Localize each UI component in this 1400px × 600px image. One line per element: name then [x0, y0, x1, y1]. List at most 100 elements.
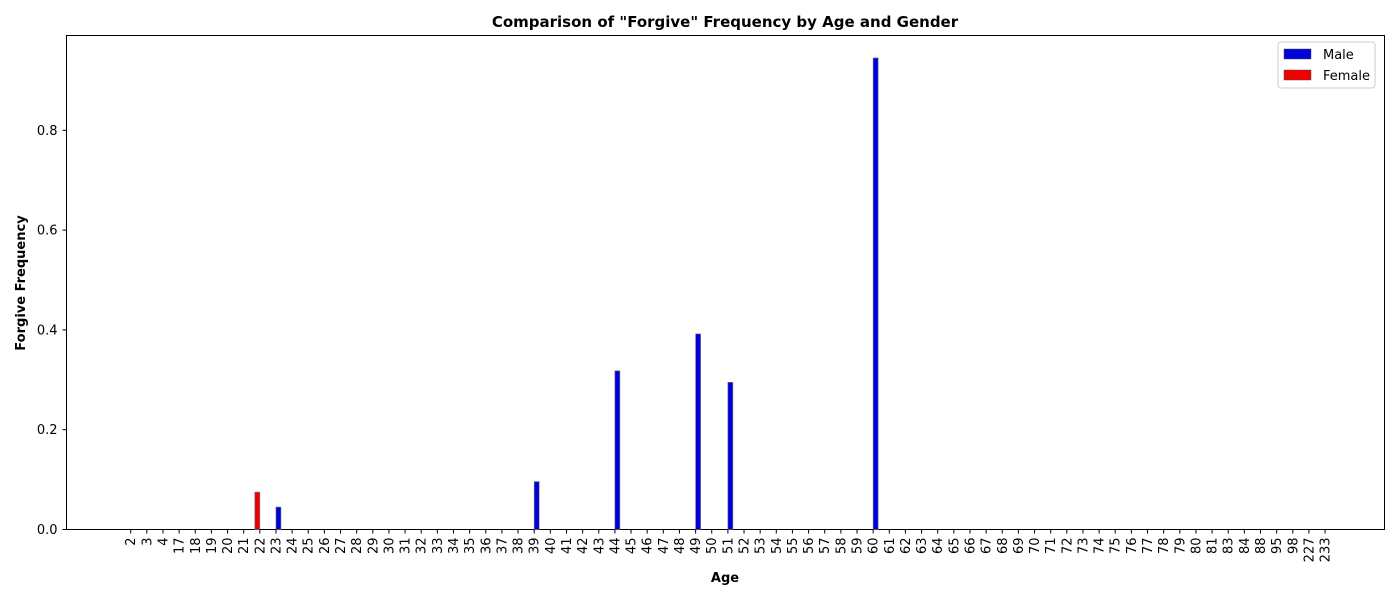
x-tick-label: 32	[415, 538, 430, 555]
x-tick-label: 74	[1093, 538, 1108, 555]
x-tick-label: 40	[544, 538, 559, 555]
x-tick-label: 83	[1222, 538, 1237, 555]
x-tick-label: 81	[1206, 538, 1221, 555]
x-tick-label: 58	[834, 538, 849, 555]
x-tick-label: 55	[786, 538, 801, 555]
x-tick-label: 80	[1189, 538, 1204, 555]
bar-male-49	[695, 333, 701, 530]
bar-male-39	[533, 481, 540, 530]
legend: Male Female	[1277, 41, 1376, 89]
x-tick-label: 45	[625, 538, 640, 555]
bar-male-23	[275, 506, 282, 530]
x-tick-label: 66	[963, 538, 978, 555]
legend-label-female: Female	[1323, 69, 1370, 84]
x-tick-label: 72	[1060, 538, 1075, 555]
x-tick-label: 95	[1270, 538, 1285, 555]
x-tick-label: 25	[302, 538, 317, 555]
bar-female-22	[254, 491, 261, 530]
chart-title: Comparison of "Forgive" Frequency by Age…	[492, 13, 959, 31]
x-tick-label: 3	[140, 538, 155, 546]
y-axis: 0.0 0.2 0.4 0.6 0.8	[37, 124, 67, 538]
x-tick-label: 2	[124, 538, 139, 546]
x-tick-label: 68	[996, 538, 1011, 555]
x-tick-label: 227	[1302, 538, 1317, 563]
x-tick-label: 20	[221, 538, 236, 555]
legend-label-male: Male	[1323, 48, 1354, 63]
x-tick-label: 35	[463, 538, 478, 555]
bar-male-60	[872, 57, 879, 530]
x-tick-label: 23	[269, 538, 284, 555]
x-tick-label: 31	[399, 538, 414, 555]
y-tick-label: 0.2	[37, 423, 58, 438]
x-tick-label: 71	[1044, 538, 1059, 555]
x-tick-label: 19	[205, 538, 220, 555]
x-tick-label: 62	[899, 538, 914, 555]
x-tick-label: 77	[1141, 538, 1156, 555]
x-tick-label: 54	[770, 538, 785, 555]
x-tick-label: 76	[1125, 538, 1140, 555]
x-tick-label: 38	[512, 538, 527, 555]
x-tick-label: 42	[576, 538, 591, 555]
legend-swatch-female	[1283, 69, 1312, 81]
y-tick-label: 0.4	[37, 323, 58, 338]
legend-swatch-male	[1283, 48, 1312, 60]
x-tick-label: 57	[818, 538, 833, 555]
x-tick-label: 69	[1012, 538, 1027, 555]
x-tick-label: 56	[802, 538, 817, 555]
x-tick-label: 37	[495, 538, 510, 555]
x-tick-label: 33	[431, 538, 446, 555]
x-tick-label: 17	[173, 538, 188, 555]
y-tick-label: 0.0	[37, 523, 58, 538]
x-tick-label: 4	[156, 538, 171, 546]
x-tick-label: 52	[738, 538, 753, 555]
x-tick-label: 39	[528, 538, 543, 555]
x-tick-label: 30	[382, 538, 397, 555]
x-tick-label: 48	[673, 538, 688, 555]
x-tick-label: 73	[1076, 538, 1091, 555]
bars-group	[254, 57, 879, 530]
x-axis: 2 3 4 17 18 19 20 21 22 23 24 25 26 27 28 29 30 31 32 33 34 3…	[124, 529, 1334, 563]
x-tick-label: 47	[657, 538, 672, 555]
x-tick-label: 65	[947, 538, 962, 555]
x-tick-label: 21	[237, 538, 252, 555]
bar-male-44	[614, 370, 621, 530]
x-tick-label: 78	[1157, 538, 1172, 555]
x-axis-title: Age	[711, 571, 739, 586]
x-tick-label: 233	[1319, 538, 1334, 563]
x-tick-label: 28	[350, 538, 365, 555]
x-tick-label: 59	[851, 538, 866, 555]
x-tick-label: 41	[560, 538, 575, 555]
x-tick-label: 43	[592, 538, 607, 555]
x-tick-label: 64	[931, 538, 946, 555]
x-tick-label: 27	[334, 538, 349, 555]
x-tick-label: 50	[705, 538, 720, 555]
x-tick-label: 44	[608, 538, 623, 555]
x-tick-label: 36	[479, 538, 494, 555]
x-tick-label: 51	[721, 538, 736, 555]
x-tick-label: 29	[366, 538, 381, 555]
x-tick-label: 34	[447, 538, 462, 555]
x-tick-label: 79	[1173, 538, 1188, 555]
x-tick-label: 26	[318, 538, 333, 555]
plot-area	[66, 35, 1385, 530]
x-tick-label: 22	[253, 538, 268, 555]
x-tick-label: 49	[689, 538, 704, 555]
x-tick-label: 70	[1028, 538, 1043, 555]
y-tick-label: 0.6	[37, 224, 58, 239]
y-tick-label: 0.8	[37, 124, 58, 139]
x-tick-label: 24	[286, 538, 301, 555]
x-tick-label: 46	[641, 538, 656, 555]
x-tick-label: 75	[1109, 538, 1124, 555]
x-tick-label: 88	[1254, 538, 1269, 555]
y-axis-title: Forgive Frequency	[14, 215, 29, 351]
x-tick-label: 98	[1286, 538, 1301, 555]
x-tick-label: 61	[883, 538, 898, 555]
x-tick-label: 63	[915, 538, 930, 555]
x-tick-label: 84	[1238, 538, 1253, 555]
bar-male-51	[727, 381, 734, 530]
x-tick-label: 53	[754, 538, 769, 555]
x-tick-label: 67	[980, 538, 995, 555]
x-tick-label: 60	[867, 538, 882, 555]
x-tick-label: 18	[189, 538, 204, 555]
